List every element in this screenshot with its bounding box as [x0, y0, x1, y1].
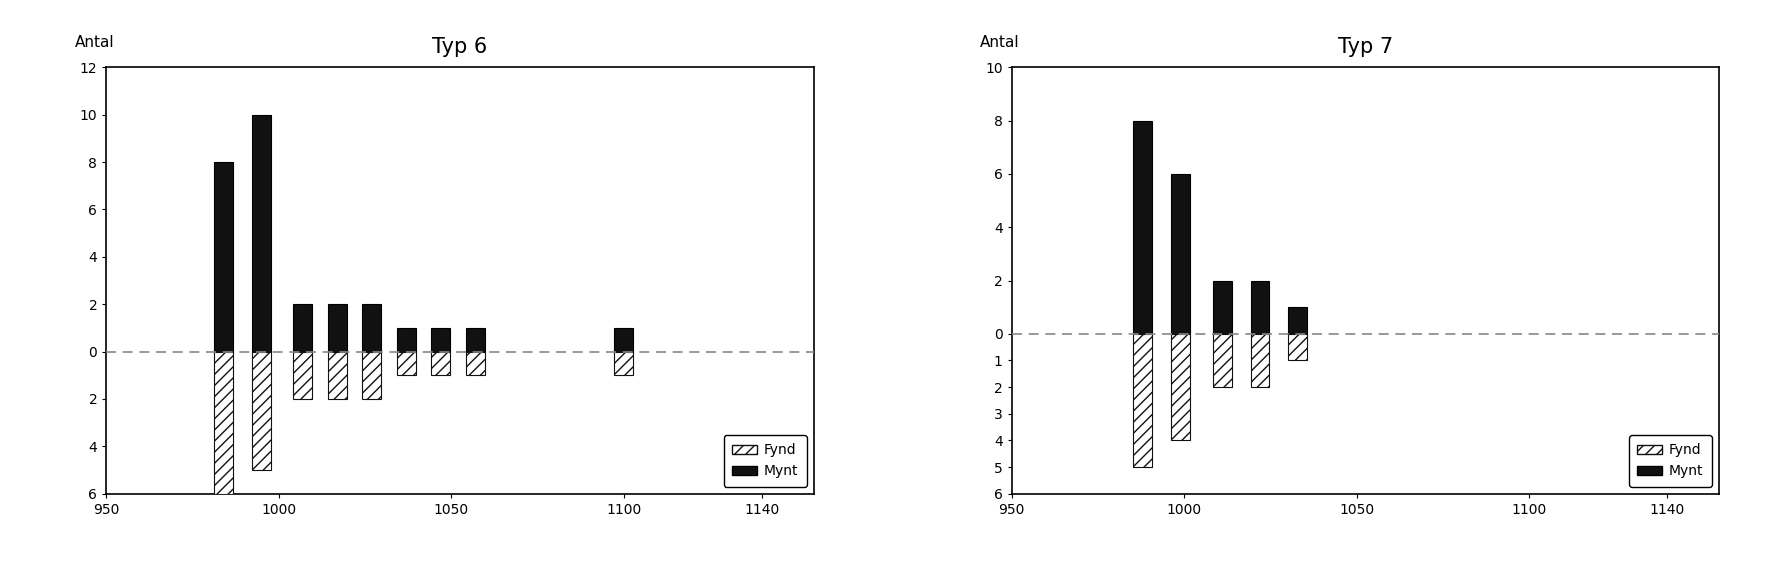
Legend: Fynd, Mynt: Fynd, Mynt — [723, 435, 806, 487]
Bar — [431, 352, 450, 375]
Bar — [294, 352, 312, 399]
Bar — [1134, 121, 1152, 334]
Bar — [397, 352, 416, 375]
Bar — [252, 352, 271, 470]
Bar — [252, 114, 271, 352]
Bar — [431, 328, 450, 352]
Bar — [214, 162, 234, 352]
Bar — [1171, 334, 1191, 440]
Title: Typ 7: Typ 7 — [1338, 38, 1393, 57]
Bar — [328, 352, 347, 399]
Bar — [363, 304, 381, 352]
Bar — [1171, 174, 1191, 334]
Bar — [294, 304, 312, 352]
Bar — [1251, 334, 1269, 387]
Bar — [1251, 280, 1269, 334]
Bar — [1212, 280, 1232, 334]
Text: Antal: Antal — [980, 35, 1019, 50]
Text: Antal: Antal — [74, 35, 113, 50]
Bar — [1288, 307, 1308, 334]
Bar — [328, 304, 347, 352]
Legend: Fynd, Mynt: Fynd, Mynt — [1628, 435, 1712, 487]
Bar — [1212, 334, 1232, 387]
Bar — [615, 328, 633, 352]
Bar — [615, 352, 633, 375]
Bar — [1134, 334, 1152, 467]
Bar — [397, 328, 416, 352]
Bar — [214, 352, 234, 494]
Bar — [466, 328, 486, 352]
Bar — [466, 352, 486, 375]
Bar — [1288, 334, 1308, 361]
Title: Typ 6: Typ 6 — [432, 38, 487, 57]
Bar — [363, 352, 381, 399]
